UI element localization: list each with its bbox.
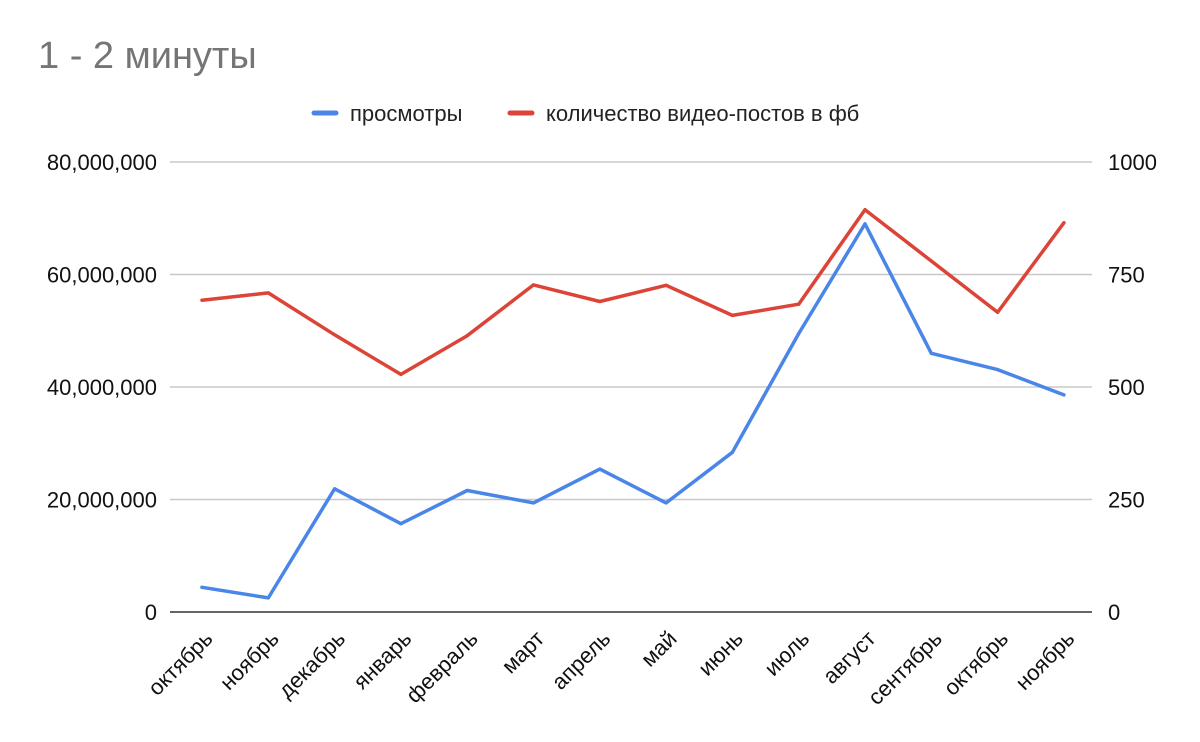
- data-point-views: [598, 467, 602, 471]
- data-point-posts: [664, 283, 668, 287]
- y-right-tick-label: 1000: [1108, 150, 1157, 175]
- data-point-views: [200, 585, 204, 589]
- y-left-tick-label: 60,000,000: [47, 263, 157, 288]
- x-tick-label: май: [636, 626, 682, 672]
- x-tick-label: июль: [759, 626, 814, 681]
- x-tick-label: март: [497, 626, 549, 678]
- data-point-views: [863, 222, 867, 226]
- x-tick-label: декабрь: [273, 626, 350, 703]
- data-point-posts: [1062, 221, 1066, 225]
- y-right-tick-label: 750: [1108, 263, 1145, 288]
- data-point-posts: [730, 313, 735, 318]
- data-point-views: [929, 351, 933, 355]
- x-tick-label: ноябрь: [1010, 626, 1079, 695]
- data-point-views: [664, 501, 668, 505]
- y-left-tick-label: 0: [145, 600, 157, 625]
- data-point-posts: [929, 259, 933, 263]
- x-tick-label: август: [818, 626, 881, 689]
- gridlines: [170, 161, 1092, 613]
- x-tick-label: июнь: [693, 626, 748, 681]
- y-axis-left: 0 20,000,000 40,000,000 60,000,000 80,000,00…: [47, 150, 157, 625]
- data-point-posts: [797, 302, 801, 306]
- legend-item-views: просмотры: [311, 101, 462, 126]
- series-line-views: [200, 222, 1066, 600]
- data-point-posts: [333, 333, 337, 337]
- data-point-views: [531, 501, 536, 505]
- x-tick-label: апрель: [547, 626, 616, 695]
- data-point-views: [996, 367, 1000, 372]
- legend-label-views: просмотры: [350, 101, 462, 126]
- legend-label-posts: количество видео-постов в фб: [546, 101, 859, 126]
- data-point-views: [465, 488, 469, 493]
- data-point-posts: [399, 372, 403, 376]
- y-left-tick-label: 40,000,000: [47, 375, 157, 400]
- x-tick-label: февраль: [401, 626, 483, 708]
- data-point-views: [266, 596, 270, 600]
- y-right-tick-label: 0: [1108, 600, 1120, 625]
- y-axis-right: 0 250 500 750 1000: [1108, 150, 1157, 625]
- series-line-posts: [200, 207, 1066, 377]
- data-point-views: [1062, 393, 1066, 397]
- data-point-posts: [266, 291, 270, 295]
- x-tick-label: сентябрь: [863, 626, 947, 710]
- data-point-views: [399, 522, 403, 526]
- legend: просмотры количество видео-постов в фб: [311, 101, 859, 126]
- data-point-posts: [465, 334, 469, 338]
- legend-item-posts: количество видео-постов в фб: [507, 101, 859, 126]
- data-point-posts: [531, 283, 536, 287]
- data-point-views: [730, 450, 735, 454]
- y-right-tick-label: 250: [1108, 488, 1145, 513]
- data-point-posts: [200, 298, 204, 302]
- y-right-tick-label: 500: [1108, 375, 1145, 400]
- chart-title: 1 - 2 минуты: [38, 35, 257, 77]
- x-tick-label: октябрь: [939, 626, 1014, 701]
- data-point-views: [333, 487, 337, 491]
- data-point-posts: [598, 299, 602, 304]
- data-point-posts: [863, 208, 867, 212]
- data-point-posts: [996, 310, 1000, 314]
- series-lines: [200, 207, 1066, 600]
- y-left-tick-label: 20,000,000: [47, 488, 157, 513]
- x-tick-label: октябрь: [143, 626, 218, 701]
- data-point-views: [797, 331, 801, 336]
- y-left-tick-label: 80,000,000: [47, 150, 157, 175]
